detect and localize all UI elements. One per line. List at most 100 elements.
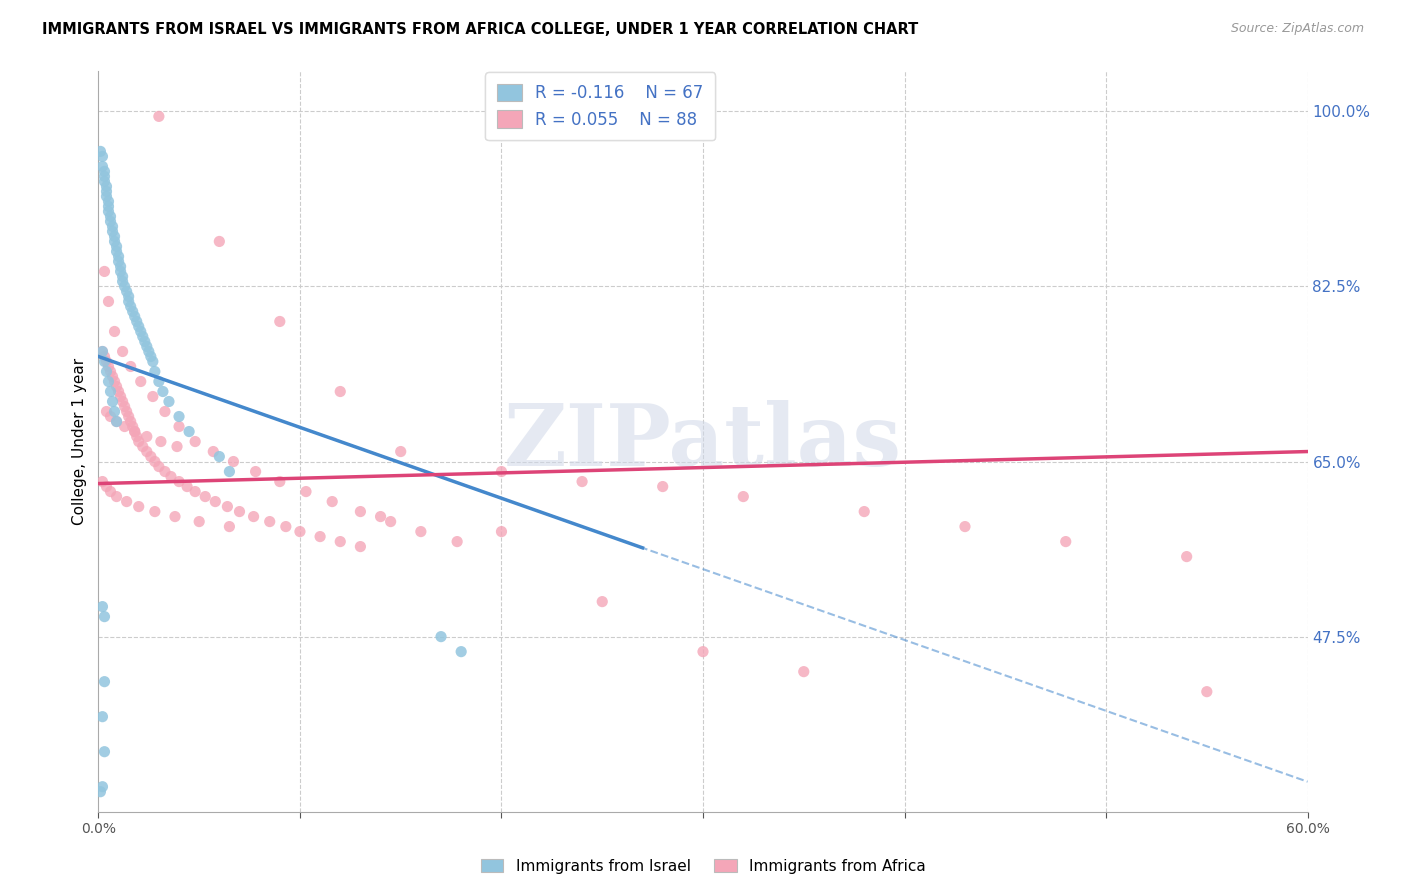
Point bbox=[143, 364, 166, 378]
Point bbox=[129, 375, 152, 389]
Point bbox=[97, 194, 120, 209]
Point bbox=[142, 390, 165, 404]
Point bbox=[409, 524, 432, 539]
Point bbox=[446, 534, 468, 549]
Point bbox=[245, 465, 267, 479]
Point bbox=[91, 160, 114, 174]
Point bbox=[591, 594, 613, 608]
Point bbox=[143, 454, 166, 468]
Point bbox=[139, 450, 162, 464]
Point bbox=[692, 645, 714, 659]
Point bbox=[91, 475, 114, 489]
Point bbox=[733, 490, 755, 504]
Point bbox=[91, 344, 114, 359]
Point bbox=[274, 519, 297, 533]
Point bbox=[111, 394, 134, 409]
Point bbox=[167, 475, 190, 489]
Point bbox=[121, 304, 143, 318]
Point bbox=[93, 674, 115, 689]
Point bbox=[204, 494, 226, 508]
Point bbox=[389, 444, 412, 458]
Point bbox=[124, 425, 146, 439]
Point bbox=[110, 260, 132, 274]
Point bbox=[1175, 549, 1198, 564]
Point bbox=[91, 709, 114, 723]
Point bbox=[217, 500, 239, 514]
Point bbox=[97, 294, 120, 309]
Text: ZIPatlas: ZIPatlas bbox=[503, 400, 903, 483]
Point bbox=[208, 450, 231, 464]
Point bbox=[115, 404, 138, 418]
Point bbox=[103, 235, 125, 249]
Point bbox=[93, 350, 115, 364]
Point bbox=[105, 379, 128, 393]
Point bbox=[142, 354, 165, 368]
Point bbox=[167, 419, 190, 434]
Point bbox=[218, 465, 240, 479]
Point bbox=[149, 434, 172, 449]
Point bbox=[96, 404, 118, 418]
Point bbox=[380, 515, 402, 529]
Point bbox=[132, 329, 155, 343]
Point bbox=[97, 199, 120, 213]
Point bbox=[1054, 534, 1077, 549]
Point bbox=[153, 404, 176, 418]
Point bbox=[100, 214, 122, 228]
Point bbox=[107, 384, 129, 399]
Point bbox=[148, 109, 170, 123]
Point bbox=[370, 509, 392, 524]
Point bbox=[97, 204, 120, 219]
Point bbox=[96, 364, 118, 378]
Point bbox=[491, 524, 513, 539]
Point bbox=[269, 475, 291, 489]
Text: IMMIGRANTS FROM ISRAEL VS IMMIGRANTS FROM AFRICA COLLEGE, UNDER 1 YEAR CORRELATI: IMMIGRANTS FROM ISRAEL VS IMMIGRANTS FRO… bbox=[42, 22, 918, 37]
Point bbox=[153, 465, 176, 479]
Point bbox=[135, 429, 157, 443]
Point bbox=[218, 519, 240, 533]
Point bbox=[167, 409, 190, 424]
Point bbox=[651, 479, 673, 493]
Point bbox=[242, 509, 264, 524]
Point bbox=[222, 454, 245, 468]
Point bbox=[105, 239, 128, 253]
Point bbox=[157, 394, 180, 409]
Point bbox=[107, 254, 129, 268]
Point bbox=[124, 310, 146, 324]
Point bbox=[228, 505, 250, 519]
Point bbox=[114, 419, 136, 434]
Point bbox=[91, 149, 114, 163]
Point bbox=[128, 434, 150, 449]
Point bbox=[152, 384, 174, 399]
Point bbox=[111, 269, 134, 284]
Point bbox=[188, 515, 211, 529]
Point bbox=[93, 164, 115, 178]
Point bbox=[96, 185, 118, 199]
Point bbox=[96, 479, 118, 493]
Point bbox=[295, 484, 318, 499]
Point bbox=[148, 375, 170, 389]
Point bbox=[184, 434, 207, 449]
Point bbox=[288, 524, 311, 539]
Point bbox=[184, 484, 207, 499]
Point bbox=[105, 490, 128, 504]
Point bbox=[110, 390, 132, 404]
Point bbox=[105, 244, 128, 259]
Point bbox=[194, 490, 217, 504]
Point bbox=[101, 369, 124, 384]
Point bbox=[202, 444, 225, 458]
Point bbox=[115, 285, 138, 299]
Point bbox=[91, 599, 114, 614]
Point bbox=[103, 325, 125, 339]
Y-axis label: College, Under 1 year: College, Under 1 year bbox=[72, 358, 87, 525]
Point bbox=[176, 479, 198, 493]
Point bbox=[97, 375, 120, 389]
Point bbox=[321, 494, 343, 508]
Point bbox=[128, 319, 150, 334]
Point bbox=[259, 515, 281, 529]
Point bbox=[89, 785, 111, 799]
Point bbox=[143, 505, 166, 519]
Point bbox=[96, 189, 118, 203]
Point bbox=[349, 540, 371, 554]
Point bbox=[139, 350, 162, 364]
Point bbox=[103, 404, 125, 418]
